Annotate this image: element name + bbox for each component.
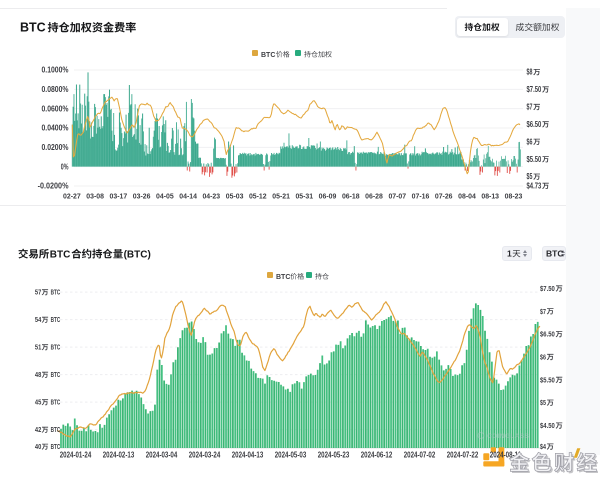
svg-text:57: 57 (35, 288, 41, 297)
svg-text:-0.0200%: -0.0200% (38, 182, 69, 191)
svg-text:04-14: 04-14 (179, 192, 197, 201)
svg-text:$7: $7 (527, 103, 533, 112)
svg-text:BTC: BTC (51, 290, 61, 297)
svg-text:40: 40 (35, 442, 41, 451)
svg-text:$7.50: $7.50 (527, 85, 542, 94)
svg-text:BTC: BTC (546, 249, 563, 259)
svg-text:BTC: BTC (51, 427, 61, 434)
svg-text:05-31: 05-31 (295, 192, 313, 201)
svg-text:06-28: 06-28 (365, 192, 383, 201)
svg-text:2024-03-24: 2024-03-24 (189, 450, 221, 459)
svg-text:$7.50: $7.50 (540, 284, 555, 293)
svg-text:07-26: 07-26 (435, 192, 453, 201)
svg-text:BTC: BTC (51, 317, 61, 324)
svg-text:2024-06-12: 2024-06-12 (361, 450, 393, 459)
svg-text:05-12: 05-12 (249, 192, 267, 201)
svg-text:(BTC): (BTC) (124, 250, 151, 261)
svg-text:$5.50: $5.50 (540, 375, 555, 384)
svg-text:48: 48 (35, 370, 41, 379)
svg-text:06-09: 06-09 (319, 192, 337, 201)
svg-text:08-04: 08-04 (458, 192, 476, 201)
svg-text:04-05: 04-05 (156, 192, 174, 201)
svg-text:03-26: 03-26 (133, 192, 151, 201)
svg-text:2024-07-22: 2024-07-22 (447, 450, 479, 459)
svg-text:2024-05-23: 2024-05-23 (318, 450, 350, 459)
svg-text:51: 51 (35, 343, 41, 352)
svg-text:42: 42 (35, 425, 41, 434)
svg-text:2024-04-13: 2024-04-13 (232, 450, 264, 459)
svg-text:2024-02-13: 2024-02-13 (103, 450, 135, 459)
svg-text:1: 1 (507, 249, 512, 259)
svg-text:$4.50: $4.50 (540, 421, 555, 430)
svg-text:02-27: 02-27 (63, 192, 81, 201)
svg-text:03-17: 03-17 (110, 192, 128, 201)
svg-text:07-07: 07-07 (388, 192, 406, 201)
svg-text:BTC: BTC (51, 345, 61, 352)
svg-text:05-03: 05-03 (226, 192, 244, 201)
svg-text:$5: $5 (540, 398, 546, 407)
svg-text:0.0400%: 0.0400% (42, 124, 69, 133)
svg-text:$6: $6 (540, 353, 546, 362)
svg-text:$5.50: $5.50 (527, 155, 542, 164)
svg-text:$6: $6 (527, 137, 533, 146)
svg-text:54: 54 (35, 315, 42, 324)
svg-text:2024-07-02: 2024-07-02 (404, 450, 436, 459)
svg-text:45: 45 (35, 398, 41, 407)
svg-text:0.0600%: 0.0600% (42, 104, 69, 113)
svg-text:BTC: BTC (261, 52, 275, 59)
svg-text:BTC: BTC (50, 250, 71, 261)
svg-text:BTC: BTC (276, 274, 290, 281)
svg-text:$6.50: $6.50 (527, 120, 542, 129)
svg-text:2024-05-03: 2024-05-03 (275, 450, 307, 459)
svg-text:$5: $5 (527, 172, 533, 181)
svg-text:2024-03-04: 2024-03-04 (146, 450, 178, 459)
svg-text:BTC: BTC (51, 444, 61, 451)
svg-text:2024-01-24: 2024-01-24 (60, 450, 92, 459)
svg-text:BTC: BTC (20, 20, 46, 34)
svg-text:08-23: 08-23 (505, 192, 523, 201)
svg-text:05-21: 05-21 (272, 192, 290, 201)
svg-text:2024-08-11: 2024-08-11 (490, 450, 522, 459)
svg-text:0%: 0% (61, 162, 69, 171)
svg-text:$4: $4 (540, 442, 547, 451)
svg-text:07-16: 07-16 (412, 192, 430, 201)
svg-text:BTC: BTC (51, 400, 61, 407)
svg-text:0.0200%: 0.0200% (42, 143, 69, 152)
svg-text:COINGLASS: COINGLASS (487, 433, 529, 440)
svg-text:$4.73: $4.73 (527, 181, 542, 190)
svg-text:$7: $7 (540, 307, 546, 316)
svg-text:04-23: 04-23 (202, 192, 220, 201)
svg-text:06-18: 06-18 (342, 192, 360, 201)
svg-text:0.1000%: 0.1000% (42, 66, 69, 75)
svg-text:$8: $8 (527, 68, 533, 77)
svg-text:BTC: BTC (51, 372, 61, 379)
svg-text:03-08: 03-08 (86, 192, 104, 201)
svg-text:08-13: 08-13 (481, 192, 499, 201)
svg-text:0.0800%: 0.0800% (42, 85, 69, 94)
svg-text:$6.50: $6.50 (540, 330, 555, 339)
